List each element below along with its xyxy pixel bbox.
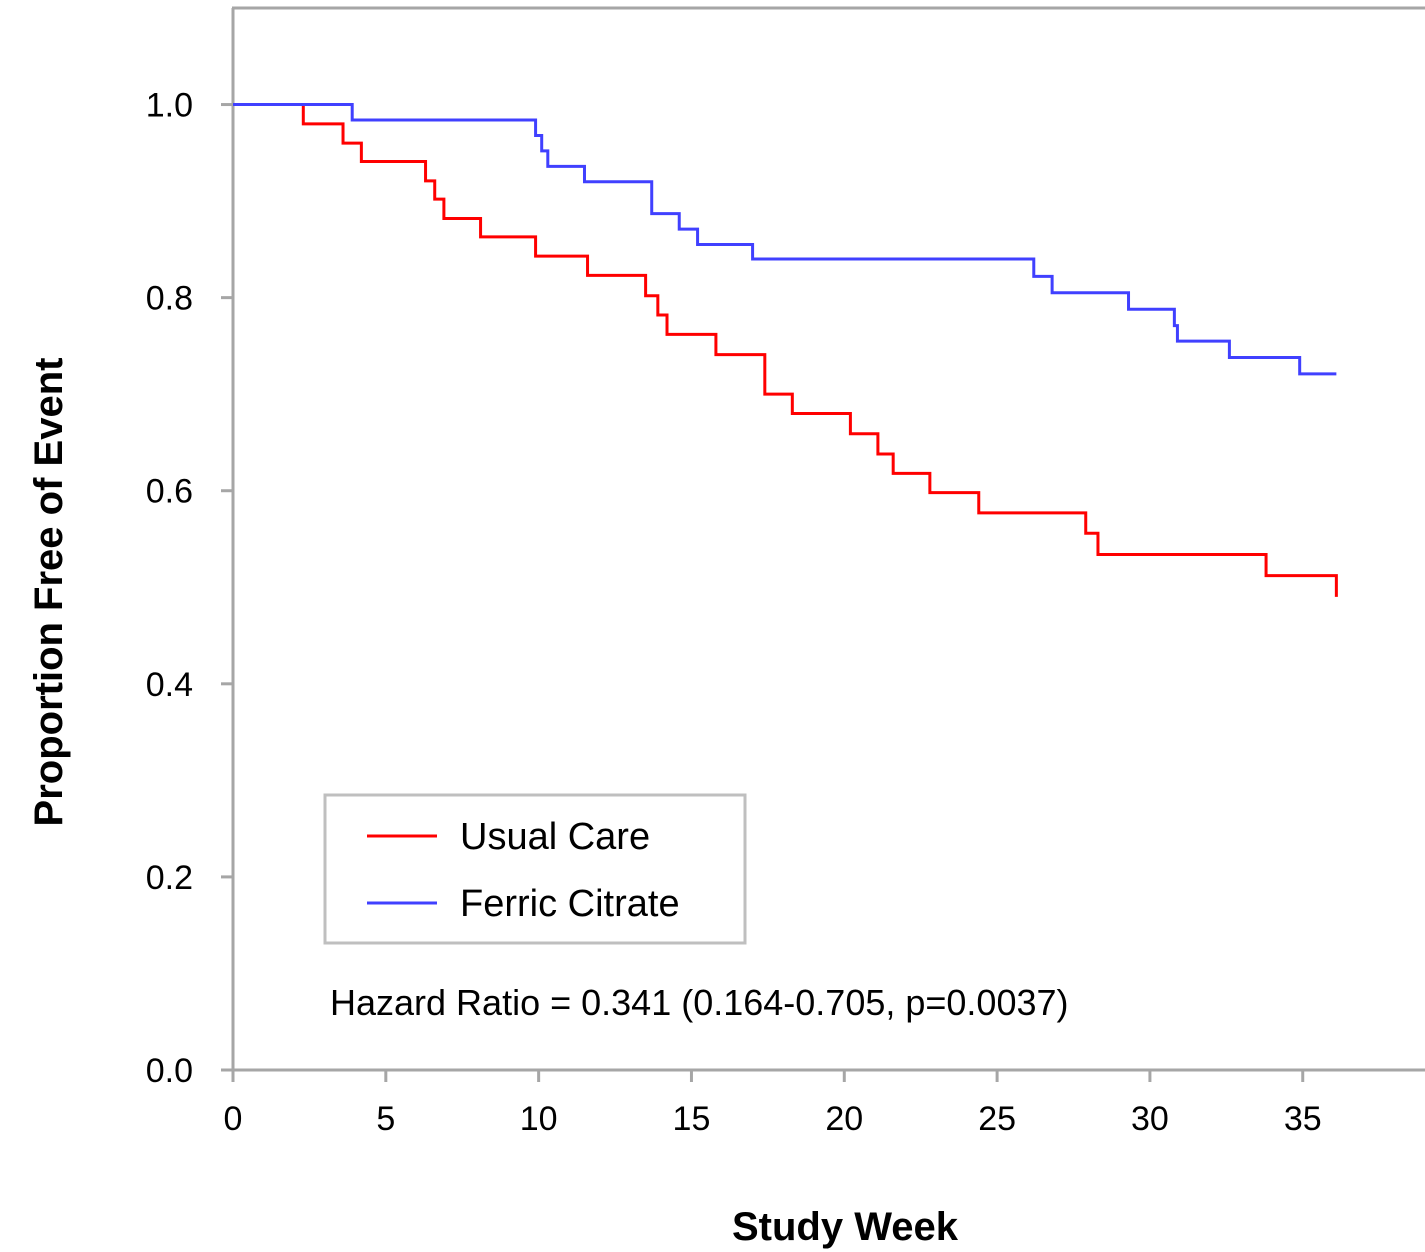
legend-label-usual-care: Usual Care [460,816,650,858]
axes [231,6,1425,1072]
x-tick-label: 10 [520,1100,558,1138]
x-tick-label: 0 [224,1100,243,1138]
x-tick-label: 25 [978,1100,1016,1138]
x-tick-label: 30 [1131,1100,1169,1138]
y-tick-label: 0.8 [146,280,193,318]
legend-label-ferric-citrate: Ferric Citrate [460,883,680,925]
legend-box [323,793,747,945]
y-tick-label: 0.0 [146,1052,193,1090]
series-lines [233,103,1338,597]
y-tick-label: 0.6 [146,473,193,511]
series-line-ferric-citrate [233,103,1337,376]
y-tick-label: 1.0 [146,87,193,125]
ticks: 0 5 10 15 20 25 30 35 0.0 0.2 0.4 0.6 0.8 1.0 [146,87,1322,1138]
y-tick-label: 0.4 [146,666,193,704]
y-axis-title: Proportion Free of Event [27,358,71,827]
legend: Usual Care Ferric Citrate [323,793,747,945]
y-tick-label: 0.2 [146,859,193,897]
x-tick-label: 35 [1284,1100,1322,1138]
series-line-usual-care [233,103,1338,597]
x-tick-label: 20 [825,1100,863,1138]
hazard-ratio-annotation: Hazard Ratio = 0.341 (0.164-0.705, p=0.0… [330,982,1069,1023]
x-tick-label: 5 [376,1100,395,1138]
x-tick-label: 15 [673,1100,711,1138]
x-axis-title: Study Week [732,1205,959,1249]
